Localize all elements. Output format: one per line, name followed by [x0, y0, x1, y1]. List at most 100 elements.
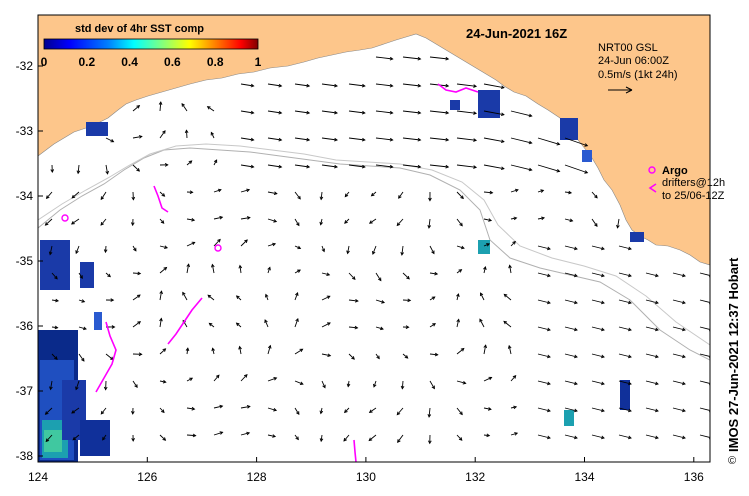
x-tick-label: 124	[28, 470, 48, 484]
current-vector-head	[346, 383, 351, 388]
current-vector-head	[344, 220, 348, 224]
current-vector-head	[427, 440, 432, 445]
current-vector-head	[427, 413, 432, 418]
current-vector-head	[211, 347, 215, 352]
current-vector	[348, 137, 365, 141]
current-vector-head	[246, 216, 251, 220]
current-vector-head	[681, 435, 686, 440]
current-vector-head	[250, 83, 255, 88]
current-vector	[321, 83, 338, 87]
current-vector	[429, 272, 438, 275]
current-vector-head	[306, 110, 311, 115]
current-vector-head	[456, 318, 460, 323]
current-vector-head	[428, 197, 432, 202]
current-vector-head	[396, 411, 401, 416]
current-vector-head	[627, 327, 632, 332]
current-vector	[78, 272, 83, 279]
current-vector-head	[546, 408, 551, 413]
current-vector	[396, 218, 404, 226]
current-vector-head	[573, 327, 578, 332]
current-vector	[375, 83, 393, 87]
current-vector	[344, 191, 350, 197]
current-vector	[672, 380, 686, 385]
current-vector-head	[44, 222, 49, 226]
current-vector	[537, 137, 560, 145]
current-vector	[320, 434, 323, 442]
current-vector	[294, 164, 310, 168]
current-vector	[75, 245, 80, 254]
current-vector-head	[184, 129, 189, 134]
current-vector-head	[244, 239, 248, 243]
current-vector-head	[110, 298, 115, 302]
current-vector	[402, 83, 421, 87]
current-vector-head	[445, 83, 450, 88]
current-vector-head	[138, 352, 143, 357]
current-vector-head	[681, 408, 686, 413]
current-vector	[429, 380, 435, 389]
current-vector	[645, 299, 659, 304]
current-vector	[402, 137, 421, 141]
current-vector-head	[50, 169, 55, 174]
current-vector	[375, 272, 382, 281]
current-vector	[321, 164, 338, 168]
current-vector	[483, 164, 505, 170]
current-vector-head	[627, 381, 632, 386]
current-vector-head	[445, 56, 450, 61]
current-vector-head	[431, 250, 435, 255]
current-vector-head	[136, 168, 141, 172]
current-vector-head	[584, 143, 589, 147]
current-vector	[132, 321, 141, 328]
current-vector-head	[278, 83, 283, 88]
current-vector	[240, 374, 248, 382]
current-vector-head	[206, 106, 211, 110]
argo-legend-icon	[648, 166, 656, 174]
current-vector	[348, 83, 365, 87]
current-vector	[510, 241, 516, 247]
current-vector-head	[445, 164, 450, 169]
plot-frame	[37, 14, 711, 463]
drifter-legend-icon	[648, 183, 657, 193]
current-vector	[564, 434, 578, 439]
current-vector-head	[377, 277, 382, 282]
current-vector	[50, 380, 53, 390]
current-scale: 0.5m/s (1kt 24h)	[598, 69, 677, 81]
current-vector	[618, 353, 632, 358]
current-vector	[132, 105, 140, 112]
current-vector	[503, 321, 512, 328]
current-vector	[240, 217, 250, 220]
current-vector-head	[573, 354, 578, 359]
current-vector	[132, 294, 141, 301]
current-vector-head	[182, 291, 186, 296]
current-vector	[294, 191, 301, 200]
current-vector-head	[134, 384, 138, 389]
current-vector	[618, 272, 632, 277]
current-vector	[240, 405, 250, 409]
current-vector	[320, 191, 323, 200]
current-vector	[321, 380, 326, 388]
current-vector-head	[500, 166, 505, 171]
current-vector-head	[503, 293, 508, 298]
current-vector-head	[297, 195, 301, 200]
current-vector-head	[278, 110, 283, 115]
current-vector	[591, 326, 605, 331]
current-vector	[240, 432, 250, 436]
current-vector	[267, 164, 282, 168]
current-vector	[207, 106, 215, 112]
current-vector	[213, 374, 220, 382]
current-vector	[456, 191, 464, 199]
current-vector-head	[397, 439, 401, 443]
current-vector-head	[568, 190, 573, 195]
current-vector-head	[100, 196, 105, 201]
current-vector	[375, 110, 393, 114]
current-vector	[294, 83, 310, 87]
current-vector	[132, 164, 140, 172]
current-vector-head	[215, 374, 220, 379]
y-tick-label: -34	[16, 189, 34, 203]
current-vector	[105, 164, 109, 174]
current-vector-head	[250, 164, 255, 169]
current-vector	[348, 326, 358, 329]
current-vector-head	[272, 242, 277, 247]
current-vector	[294, 218, 300, 226]
current-vector-head	[594, 223, 598, 227]
current-vector-head	[295, 317, 299, 322]
